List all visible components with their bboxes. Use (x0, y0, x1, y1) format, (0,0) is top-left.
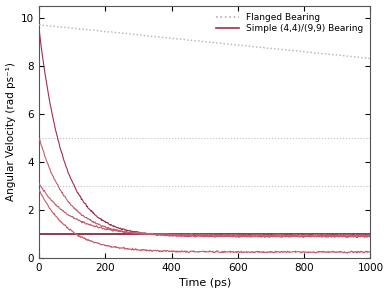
Legend: Flanged Bearing, Simple (4,4)/(9,9) Bearing: Flanged Bearing, Simple (4,4)/(9,9) Bear… (214, 10, 366, 36)
Y-axis label: Angular Velocity (rad ps⁻¹): Angular Velocity (rad ps⁻¹) (5, 62, 16, 201)
X-axis label: Time (ps): Time (ps) (179, 278, 231, 288)
